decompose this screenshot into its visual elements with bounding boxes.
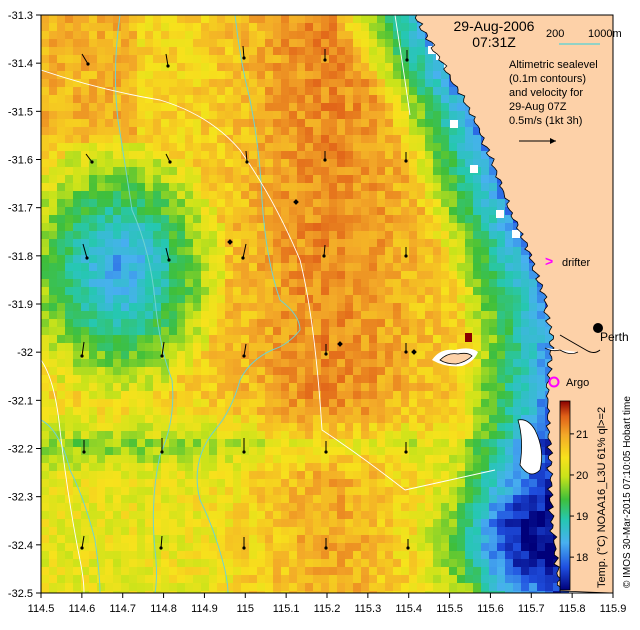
x-tick-label: 115.6 (477, 603, 504, 615)
y-tick-label: -32.1 (8, 395, 33, 407)
y-tick-label: -31.4 (8, 58, 33, 70)
credit-label: © IMOS 30-Mar-2015 07:10:05 Hobart time (622, 396, 633, 588)
x-axis: 114.5 114.6 114.7 114.8 114.9 115 115.1 115.2 11… (28, 593, 627, 615)
x-tick-label: 115.5 (436, 603, 463, 615)
perth-marker (593, 323, 603, 333)
argo-label: Argo (566, 377, 589, 389)
x-tick-label: 115.1 (273, 603, 300, 615)
y-tick-label: -32 (17, 347, 33, 359)
y-tick-label: -32.2 (8, 444, 33, 456)
description-block: Altimetric sealevel (0.1m contours) and … (509, 59, 598, 127)
description-line-4: 29-Aug 07Z (509, 101, 567, 113)
sst-raster (41, 15, 569, 593)
x-tick-label: 114.8 (150, 603, 177, 615)
x-tick-label: 115.7 (518, 603, 545, 615)
depth-legend-1000: 1000m (588, 28, 622, 40)
colorbar-tick-label: 20 (576, 470, 588, 482)
time-label: 07:31Z (472, 34, 516, 50)
x-tick-label: 115 (237, 603, 255, 615)
y-tick-label: -32.5 (8, 588, 33, 600)
description-line-3: and velocity for (509, 87, 583, 99)
y-tick-label: -32.4 (8, 540, 33, 552)
perth-label: Perth (600, 330, 629, 344)
x-tick-label: 114.6 (68, 603, 95, 615)
velocity-vectors (80, 45, 417, 550)
colorbar (559, 400, 571, 591)
x-tick-label: 114.9 (191, 603, 218, 615)
description-line-1: Altimetric sealevel (509, 59, 598, 71)
x-tick-label: 114.7 (109, 603, 136, 615)
y-axis: -31.3 -31.4 -31.5 -31.6 -31.7 -31.8 -31.9 -32 -3… (8, 10, 41, 600)
x-tick-label: 115.2 (314, 603, 341, 615)
sealevel-contours (41, 15, 496, 593)
date-label: 29-Aug-2006 (454, 18, 535, 34)
y-tick-label: -31.6 (8, 155, 33, 167)
scale-arrow-icon (519, 138, 556, 144)
y-tick-label: -31.8 (8, 251, 33, 263)
argo-marker (548, 376, 560, 388)
y-tick-label: -31.7 (8, 203, 33, 215)
description-line-2: (0.1m contours) (509, 73, 586, 85)
y-tick-label: -31.5 (8, 106, 33, 118)
colorbar-label: Temp. (°C) NOAA16_L3U 61% ql>=2 (596, 407, 608, 588)
x-tick-label: 115.9 (600, 603, 627, 615)
isobath-contours (41, 15, 301, 593)
drifter-label: drifter (562, 257, 590, 269)
x-tick-label: 115.3 (354, 603, 381, 615)
y-tick-label: -32.3 (8, 492, 33, 504)
description-line-5: 0.5m/s (1kt 3h) (509, 115, 582, 127)
x-tick-label: 114.5 (28, 603, 55, 615)
y-tick-label: -31.3 (8, 10, 33, 22)
x-tick-label: 115.8 (559, 603, 586, 615)
depth-legend-200: 200 (546, 28, 564, 40)
colorbar-tick-label: 19 (576, 511, 588, 523)
colorbar-ticks: 21 20 19 18 (570, 429, 588, 564)
x-tick-label: 115.4 (395, 603, 422, 615)
y-tick-label: -31.9 (8, 299, 33, 311)
colorbar-tick-label: 18 (576, 552, 588, 564)
drifter-marker: > (545, 253, 553, 269)
colorbar-tick-label: 21 (576, 429, 588, 441)
